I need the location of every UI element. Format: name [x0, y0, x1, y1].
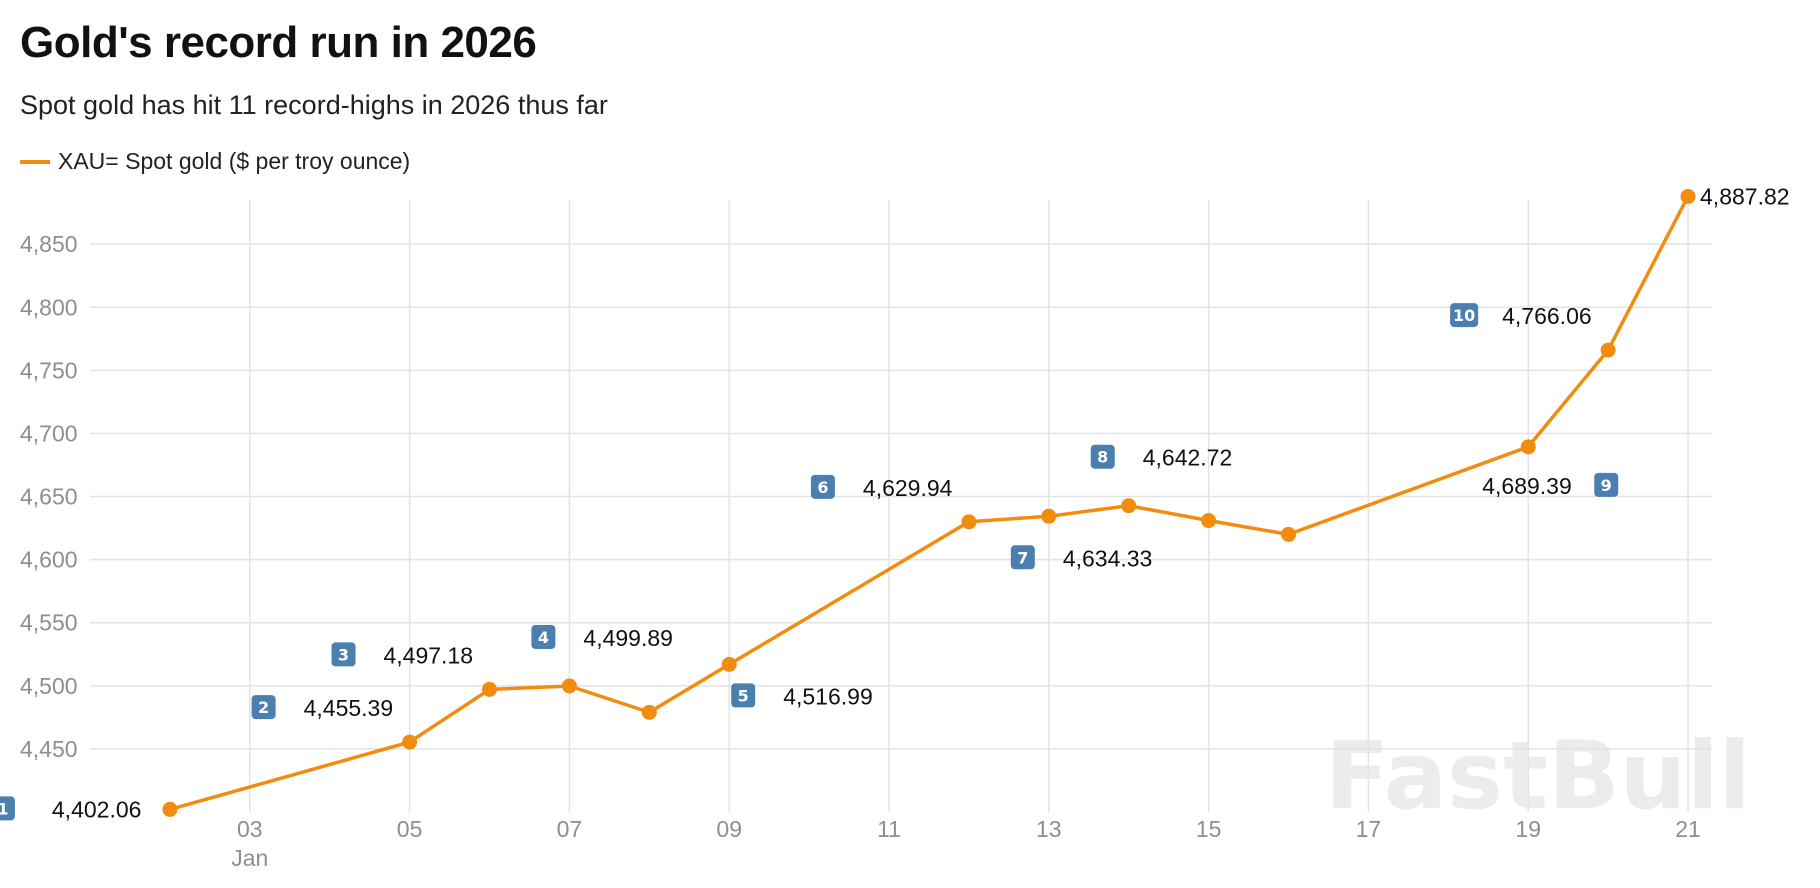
data-point: [482, 681, 498, 697]
annotation-badge-number: 7: [1017, 548, 1028, 567]
y-tick-label: 4,450: [20, 736, 78, 762]
y-tick-label: 4,800: [20, 294, 78, 320]
x-month-label: Jan: [231, 845, 268, 871]
data-point: [721, 656, 737, 672]
x-tick-label: 03: [237, 816, 263, 842]
annotation: 4,887.82: [1700, 183, 1790, 209]
annotation-value: 4,689.39: [1482, 473, 1572, 499]
x-tick-label: 19: [1515, 816, 1541, 842]
y-tick-label: 4,750: [20, 357, 78, 383]
y-tick-label: 4,550: [20, 610, 78, 636]
x-tick-label: 15: [1196, 816, 1222, 842]
annotation-badge-number: 8: [1097, 448, 1108, 467]
legend-label: XAU= Spot gold ($ per troy ounce): [58, 148, 411, 174]
annotation-badge: [331, 642, 356, 667]
annotation-badge: [1010, 545, 1035, 570]
x-tick-label: 05: [397, 816, 423, 842]
annotation-badge: [731, 683, 756, 708]
data-point: [1121, 498, 1137, 514]
data-point: [1680, 188, 1696, 204]
legend-swatch: [20, 159, 50, 164]
data-point: [641, 704, 657, 720]
x-tick-label: 07: [557, 816, 583, 842]
annotation-badge: [1594, 472, 1619, 497]
y-tick-label: 4,850: [20, 231, 78, 257]
watermark: FastBull: [1325, 722, 1751, 831]
data-point: [162, 801, 178, 817]
annotation-badge-number: 2: [258, 698, 269, 717]
annotation: 4 4,499.89: [531, 624, 673, 651]
annotation-badge: [810, 474, 835, 499]
annotation: 4,689.39 9: [1482, 472, 1619, 499]
annotation-value: 4,629.94: [863, 475, 953, 501]
annotation-value: 4,402.06: [52, 796, 142, 822]
legend: XAU= Spot gold ($ per troy ounce): [20, 148, 410, 175]
annotation: 10 4,766.06: [1450, 303, 1592, 329]
x-tick-label: 11: [877, 816, 901, 842]
annotation-badge: [531, 624, 556, 649]
x-tick-label: 09: [716, 816, 742, 842]
annotation-badge-number: 1: [0, 799, 8, 818]
y-tick-label: 4,700: [20, 420, 78, 446]
data-point: [1520, 439, 1536, 455]
annotation-badge-number: 5: [738, 686, 749, 705]
annotation-badge-number: 4: [538, 628, 549, 647]
y-tick-label: 4,650: [20, 484, 78, 510]
series-line: [168, 194, 1690, 812]
annotation-value: 4,455.39: [304, 695, 394, 721]
y-tick-label: 4,500: [20, 673, 78, 699]
annotation: 2 4,455.39: [251, 695, 394, 721]
annotation: 7 4,634.33: [1010, 545, 1153, 571]
annotation: 3 4,497.18: [331, 642, 474, 668]
data-point: [402, 734, 418, 750]
data-point: [961, 514, 977, 530]
annotation-value: 4,499.89: [583, 625, 673, 651]
data-point: [1281, 526, 1297, 542]
annotation-value: 4,634.33: [1063, 545, 1153, 571]
annotation-value: 4,887.82: [1700, 183, 1790, 209]
annotation-value: 4,642.72: [1143, 445, 1233, 471]
annotation: 8 4,642.72: [1090, 444, 1233, 471]
annotation-badge: [0, 796, 15, 821]
annotation-badge: [1450, 303, 1479, 328]
annotation-badge-number: 3: [338, 645, 349, 664]
chart-title: Gold's record run in 2026: [20, 18, 537, 67]
annotation-value: 4,766.06: [1502, 303, 1592, 329]
x-tick-label: 13: [1036, 816, 1062, 842]
annotation-badge: [1090, 444, 1115, 469]
annotation-badge-number: 10: [1453, 306, 1475, 325]
annotation: 1 4,402.06: [0, 796, 141, 822]
data-point: [561, 678, 577, 694]
x-tick-label: 17: [1356, 816, 1382, 842]
annotation-value: 4,497.18: [384, 642, 474, 668]
y-tick-label: 4,600: [20, 547, 78, 573]
chart-subtitle: Spot gold has hit 11 record-highs in 202…: [20, 90, 608, 120]
annotation: 5 4,516.99: [731, 683, 873, 709]
annotation-value: 4,516.99: [783, 683, 873, 709]
annotation-badge-number: 6: [817, 478, 828, 497]
annotation-badge: [251, 695, 276, 720]
data-point: [1201, 513, 1217, 529]
annotation: 6 4,629.94: [810, 474, 953, 501]
x-tick-label: 21: [1675, 816, 1701, 842]
data-point: [1041, 508, 1057, 524]
annotation-badge-number: 9: [1601, 476, 1612, 495]
data-point: [1600, 342, 1616, 358]
